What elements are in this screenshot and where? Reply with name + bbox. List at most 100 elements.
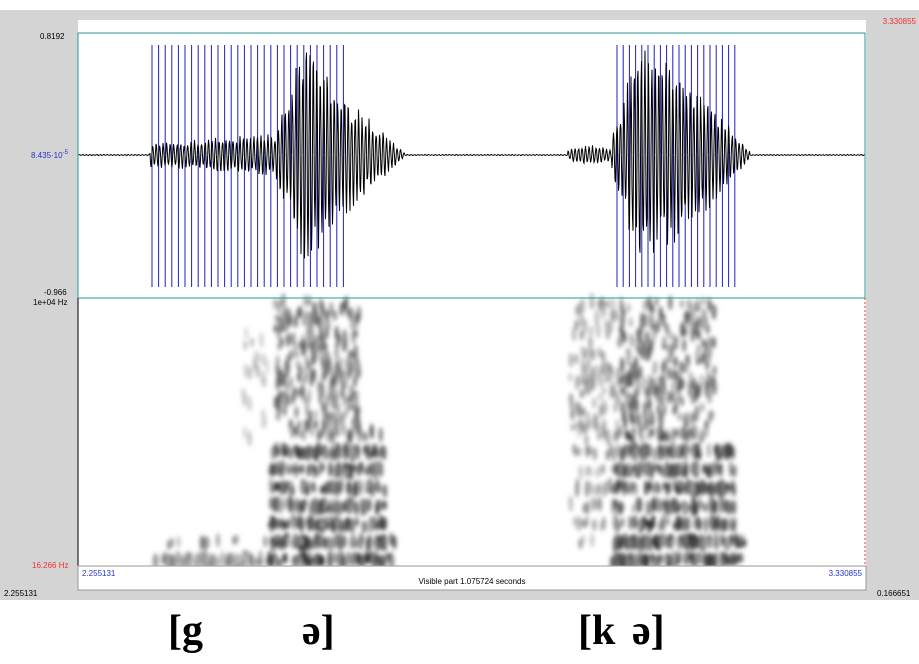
spec-blob	[673, 404, 677, 415]
spec-blob	[283, 553, 287, 564]
spec-blob	[585, 363, 589, 377]
spec-blob	[305, 420, 309, 433]
spec-blob	[382, 446, 386, 460]
spec-blob	[620, 357, 624, 373]
spec-blob	[684, 362, 688, 374]
spec-blob	[260, 332, 264, 347]
spec-blob	[337, 533, 341, 545]
spec-blob	[639, 554, 643, 567]
spec-blob	[295, 465, 299, 474]
spec-blob	[575, 375, 579, 390]
spec-blob	[379, 462, 383, 477]
spec-blob	[321, 463, 325, 472]
spec-blob	[647, 383, 651, 398]
spec-blob	[604, 369, 608, 384]
spec-blob	[284, 306, 288, 316]
spec-blob	[666, 517, 670, 526]
spec-blob	[703, 464, 707, 474]
spec-blob	[592, 375, 596, 390]
spec-blob	[728, 517, 732, 532]
spec-blob	[615, 368, 619, 382]
spec-blob	[671, 445, 675, 460]
spec-blob	[691, 463, 695, 473]
panel-bg	[78, 20, 866, 590]
spec-blob	[596, 325, 600, 338]
spec-blob	[363, 521, 367, 534]
spec-blob	[682, 338, 686, 352]
spec-blob	[568, 373, 572, 382]
spec-blob	[154, 555, 158, 564]
spec-blob	[635, 447, 639, 456]
spec-blob	[200, 535, 204, 550]
spec-blob	[674, 356, 678, 367]
spec-blob	[632, 427, 636, 435]
spec-blob	[299, 537, 303, 545]
spec-blob	[277, 299, 281, 314]
spec-blob	[669, 465, 673, 479]
spec-blob	[709, 518, 713, 527]
spec-blob	[579, 465, 583, 477]
spec-blob	[648, 502, 652, 513]
spec-blob	[350, 307, 354, 322]
spec-blob	[687, 412, 691, 423]
spec-blob	[569, 496, 573, 512]
spec-blob	[575, 401, 579, 414]
spec-blob	[649, 339, 653, 352]
spec-blob	[576, 420, 580, 431]
spec-blob	[311, 352, 315, 366]
spec-blob	[674, 428, 678, 437]
spec-blob	[590, 533, 594, 547]
spec-blob	[658, 392, 662, 407]
spec-blob	[582, 520, 586, 528]
spec-blob	[598, 393, 602, 401]
spec-blob	[269, 496, 273, 509]
spec-blob	[216, 533, 220, 547]
spec-blob	[661, 361, 665, 374]
spec-blob	[336, 518, 340, 531]
spec-blob	[226, 557, 230, 566]
spec-blob	[571, 423, 575, 431]
spec-blob	[644, 313, 648, 328]
spec-blob	[354, 407, 358, 420]
spec-blob	[660, 428, 664, 442]
spec-blob	[261, 370, 265, 385]
spec-blob	[366, 445, 370, 461]
spec-blob	[303, 537, 307, 553]
spec-blob	[270, 536, 274, 546]
spec-blob	[274, 396, 278, 409]
spec-blob	[605, 300, 609, 309]
spec-blob	[297, 420, 301, 429]
spec-blob	[681, 534, 685, 546]
spec-blob	[706, 340, 710, 351]
spec-blob	[619, 462, 623, 477]
spec-blob	[587, 418, 591, 429]
spec-blob	[270, 463, 274, 477]
spec-blob	[718, 467, 722, 476]
spec-blob	[630, 362, 634, 373]
spec-blob	[704, 427, 708, 438]
spec-blob	[265, 359, 269, 375]
spec-blob	[685, 503, 689, 515]
spec-blob	[592, 519, 596, 531]
spec-blob	[355, 517, 359, 527]
spec-blob	[277, 341, 281, 351]
spec-blob	[324, 498, 328, 508]
spec-blob	[674, 342, 678, 350]
spec-blob	[314, 533, 318, 546]
spec-blob	[310, 464, 314, 473]
spec-blob	[691, 483, 695, 493]
page: 0.8192 8.435·10-5 -0.966 1e+04 Hz 16.266…	[0, 0, 919, 659]
spec-blob	[207, 553, 211, 562]
spec-blob	[246, 394, 250, 408]
spec-blob	[719, 481, 723, 493]
spec-blob	[341, 423, 345, 432]
spec-blob	[672, 463, 676, 479]
spec-blob	[314, 420, 318, 429]
spec-blob	[655, 297, 659, 305]
spec-blob	[697, 344, 701, 354]
spec-blob	[303, 295, 307, 307]
spec-blob	[631, 434, 635, 443]
spec-blob	[622, 410, 626, 423]
spec-blob	[650, 553, 654, 562]
spec-blob	[696, 461, 700, 477]
